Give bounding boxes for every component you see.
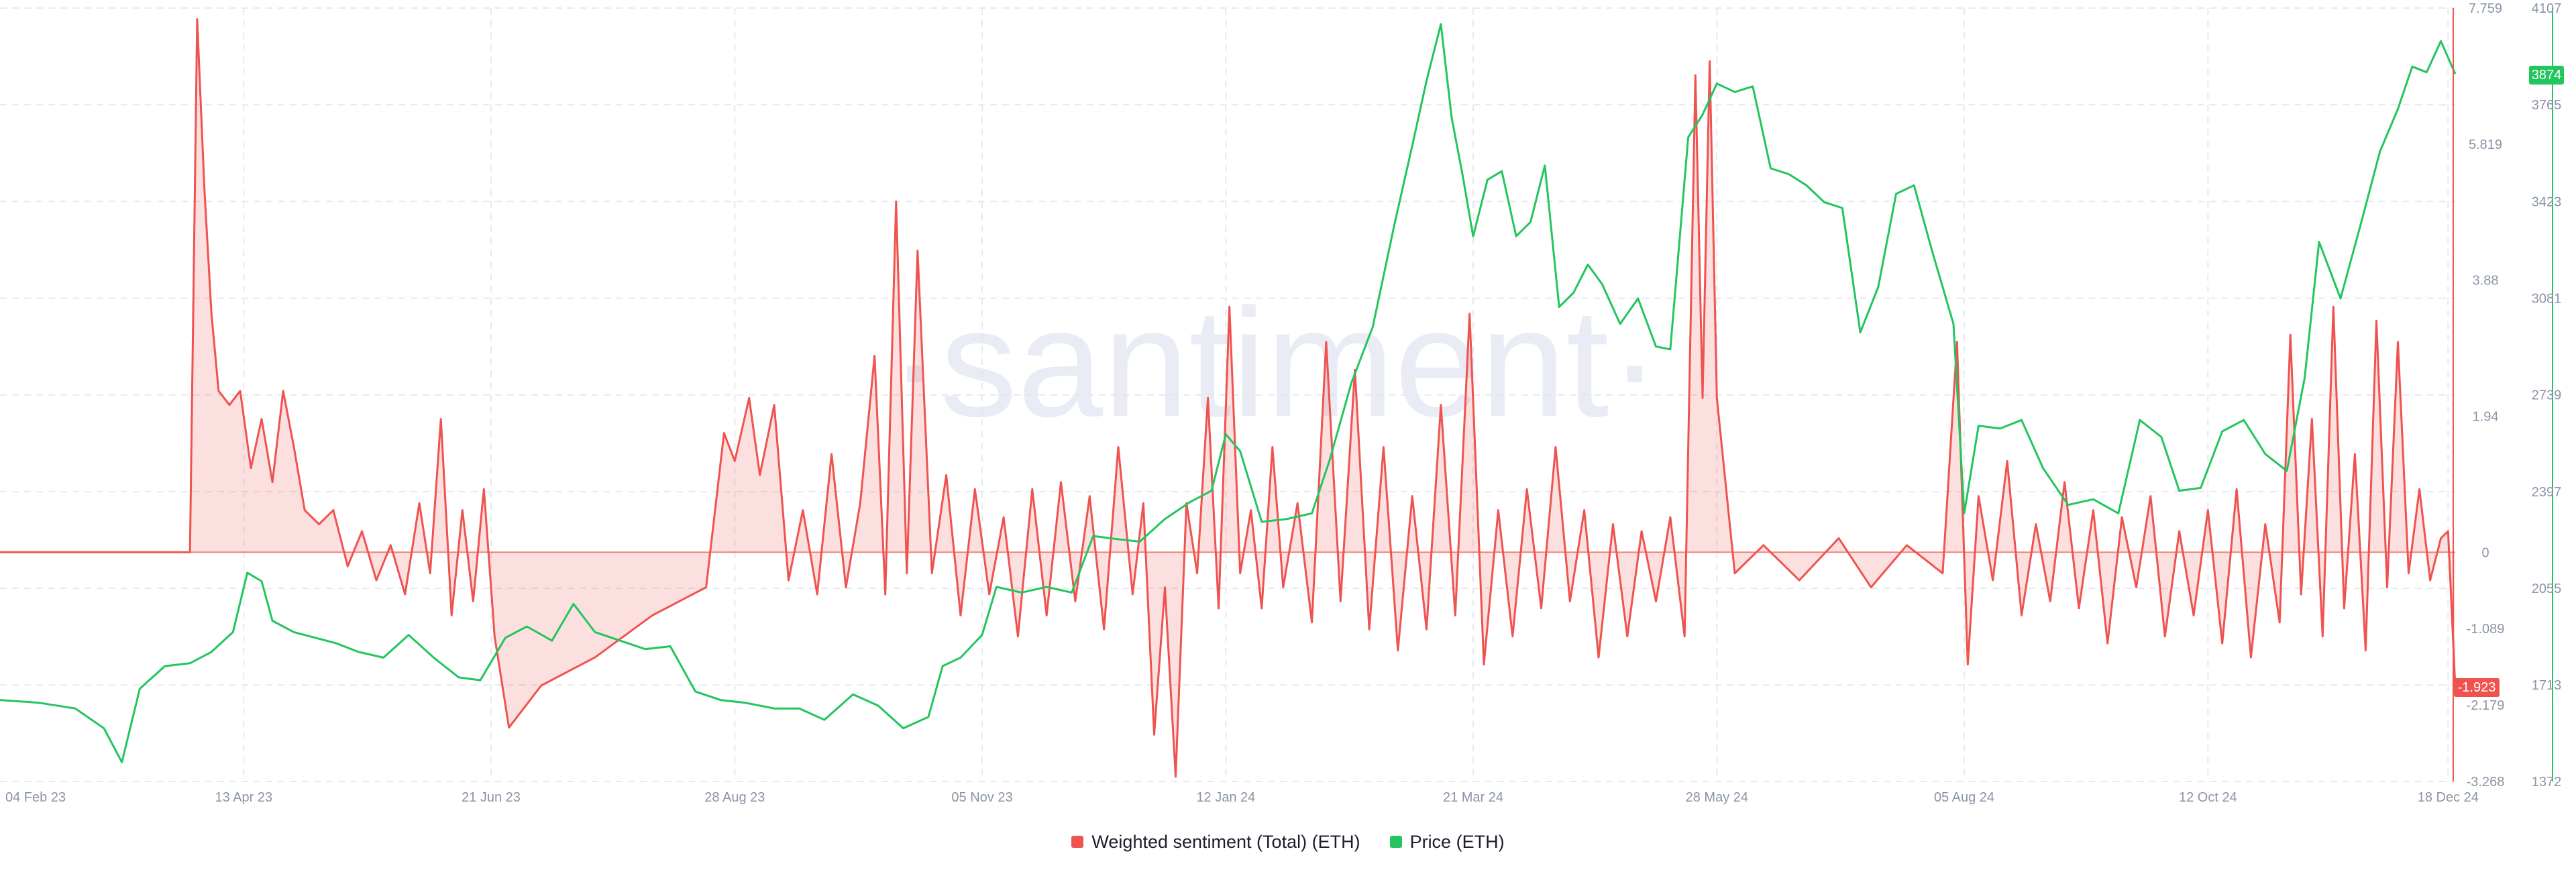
- x-tick-label: 21 Mar 24: [1443, 790, 1503, 805]
- tick-label-layer: 04 Feb 23 13 Apr 23 21 Jun 23 28 Aug 23 05 N…: [5, 1, 2561, 805]
- legend-item-weighted-sentiment[interactable]: Weighted sentiment (Total) (ETH): [1071, 832, 1360, 853]
- sentiment-y-tick-label: -2.179: [2467, 698, 2505, 713]
- legend-swatch-weighted-sentiment: [1071, 836, 1084, 848]
- price-y-tick-label: 4107: [2532, 1, 2562, 16]
- x-tick-label: 28 Aug 23: [704, 790, 765, 805]
- sentiment-y-tick-label: 3.88: [2473, 274, 2499, 288]
- price-y-tick-label: 1372: [2532, 775, 2562, 789]
- price-last-badge: 3874: [2532, 68, 2562, 83]
- legend-label-weighted-sentiment: Weighted sentiment (Total) (ETH): [1091, 831, 1360, 852]
- sentiment-line: [0, 18, 2457, 778]
- legend-label-price: Price (ETH): [1409, 831, 1505, 852]
- sentiment-y-tick-label: -1.089: [2467, 622, 2505, 637]
- x-tick-label: 12 Jan 24: [1196, 790, 1255, 805]
- x-tick-label: 05 Aug 24: [1934, 790, 1994, 805]
- price-y-tick-label: 3423: [2532, 195, 2562, 209]
- price-y-tick-label: 2739: [2532, 388, 2562, 403]
- x-tick-label: 18 Dec 24: [2418, 790, 2479, 805]
- sentiment-y-tick-label: 5.819: [2469, 138, 2502, 152]
- price-y-tick-label: 1713: [2532, 678, 2562, 693]
- grid-layer: [0, 7, 2455, 782]
- x-tick-label: 04 Feb 23: [5, 790, 66, 805]
- legend-swatch-price: [1389, 836, 1402, 848]
- sentiment-y-tick-label: -3.268: [2467, 775, 2505, 789]
- sentiment-area-layer: [0, 19, 2455, 777]
- x-tick-label: 12 Oct 24: [2179, 790, 2237, 805]
- legend: Weighted sentiment (Total) (ETH) Price (…: [0, 828, 2576, 855]
- watermark: ·santiment·: [889, 276, 1660, 449]
- price-y-tick-label: 2397: [2532, 485, 2562, 500]
- series-line-layer: [0, 18, 2457, 778]
- x-tick-label: 05 Nov 23: [951, 790, 1012, 805]
- sentiment-y-tick-label: 0: [2481, 545, 2489, 560]
- x-tick-label: 28 May 24: [1686, 790, 1748, 805]
- price-line: [0, 23, 2457, 763]
- price-last-badge-bg: [2529, 66, 2564, 85]
- price-y-tick-label: 3081: [2532, 292, 2562, 307]
- axis-layer: [2453, 8, 2553, 781]
- chart-svg: ·santiment· 04 Feb 23 13 Apr 23 21 Jun 23 2…: [0, 1, 2564, 805]
- legend-item-price[interactable]: Price (ETH): [1389, 831, 1505, 853]
- sentiment-y-tick-label: 7.759: [2469, 1, 2502, 16]
- sentiment-last-badge: -1.923: [2458, 680, 2496, 695]
- badge-layer: 3874 -1.923: [2454, 66, 2564, 697]
- x-tick-label: 13 Apr 23: [215, 790, 273, 805]
- sentiment-area: [0, 19, 2455, 777]
- price-y-tick-label: 2055: [2532, 582, 2562, 596]
- sentiment-last-badge-bg: [2454, 678, 2500, 697]
- price-y-tick-label: 3765: [2532, 98, 2562, 113]
- sentiment-y-tick-label: 1.94: [2473, 409, 2499, 424]
- x-tick-label: 21 Jun 23: [462, 790, 521, 805]
